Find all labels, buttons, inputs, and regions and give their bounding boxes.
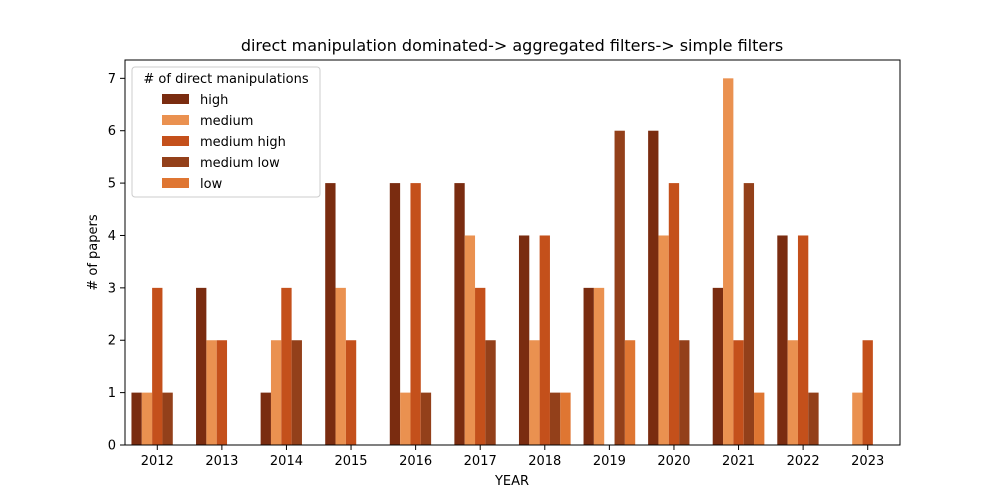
y-tick-label-1: 1 [108,386,116,401]
legend-swatch-high [162,94,189,104]
bar-high-2017 [454,183,465,445]
y-tick-label-0: 0 [108,439,116,454]
bar-medium-high-2020 [668,183,680,445]
legend-label-medium: medium [200,114,253,129]
x-tick-label-2020: 2020 [657,454,690,469]
bar-high-2019 [583,287,594,445]
x-tick-label-2022: 2022 [787,454,820,469]
x-tick-label-2015: 2015 [334,454,367,469]
bar-medium-high-2013 [216,340,228,445]
y-tick-label-4: 4 [108,229,116,244]
legend-swatch-low [162,178,189,188]
bar-medium-high-2016 [410,183,421,445]
bar-medium-high-2017 [475,287,486,445]
legend-swatch-medium-low [162,157,189,167]
legend-label-high: high [200,93,228,108]
bar-medium-high-2012 [152,287,163,445]
x-tick-label-2019: 2019 [593,454,626,469]
bar-medium-high-2014 [281,287,292,445]
y-tick-label-5: 5 [108,177,116,192]
legend-label-medium-high: medium high [200,135,286,150]
y-tick-label-2: 2 [108,334,116,349]
x-tick-label-2012: 2012 [141,454,174,469]
bar-medium-2013 [206,340,217,445]
bar-medium-low-2016 [420,392,432,445]
bar-medium-low-2022 [808,392,819,445]
bar-high-2022 [777,235,788,445]
bar-high-2014 [260,392,271,445]
bar-high-2012 [131,392,142,445]
legend-label-medium-low: medium low [200,156,280,171]
bar-medium-low-2019 [614,130,625,445]
bar-high-2013 [196,287,207,445]
y-tick-label-3: 3 [108,281,116,296]
y-tick-label-6: 6 [108,124,116,139]
legend-title: # of direct manipulations [143,72,308,87]
legend-items: high medium medium high medium low low [162,93,286,192]
bar-medium-low-2012 [162,392,173,445]
legend-swatch-medium-high [162,136,189,146]
bar-high-2021 [712,287,724,445]
bar-medium-2019 [593,287,605,445]
bar-medium-2012 [141,392,153,445]
x-axis-label: YEAR [494,474,529,489]
bar-high-2020 [648,130,659,445]
bar-medium-low-2017 [485,340,496,445]
x-tick-label-2018: 2018 [528,454,561,469]
bar-low-2021 [754,392,765,445]
bar-low-2019 [624,340,636,445]
x-axis: 2012 2013 2014 2015 2016 2017 2018 2019 2020 2021… [141,445,884,469]
x-tick-label-2023: 2023 [851,454,884,469]
bar-medium-high-2022 [797,235,809,445]
bar-medium-2016 [400,392,411,445]
bar-high-2015 [325,183,336,445]
bar-medium-high-2021 [733,340,744,445]
bar-medium-2021 [723,78,734,445]
bar-medium-low-2018 [549,392,561,445]
legend-label-low: low [200,177,223,192]
x-tick-label-2021: 2021 [722,454,755,469]
bar-medium-2017 [464,235,476,445]
legend-swatch-medium [162,115,189,125]
bar-high-2018 [518,235,530,445]
bar-medium-2018 [529,340,540,445]
y-tick-label-7: 7 [108,72,116,87]
legend: # of direct manipulations high medium medi… [131,66,321,198]
x-tick-label-2013: 2013 [205,454,238,469]
bar-medium-2015 [335,287,346,445]
bar-medium-high-2018 [539,235,550,445]
bar-medium-low-2014 [291,340,302,445]
x-tick-label-2016: 2016 [399,454,432,469]
bar-low-2018 [560,392,571,445]
bar-medium-2020 [658,235,669,445]
plot-frame [124,59,901,446]
x-tick-label-2017: 2017 [464,454,497,469]
x-tick-label-2014: 2014 [270,454,303,469]
bars-layer [131,78,873,445]
y-axis-label: # of papers [86,214,101,291]
bar-medium-low-2020 [679,340,690,445]
bar-medium-high-2015 [345,340,357,445]
bar-high-2016 [389,183,401,445]
bar-medium-2014 [270,340,282,445]
bar-medium-high-2023 [862,340,873,445]
bar-medium-2023 [852,392,863,445]
bar-medium-2022 [787,340,798,445]
bar-medium-low-2021 [743,183,755,445]
chart-title: direct manipulation dominated-> aggregat… [241,36,783,55]
y-axis: 0 1 2 3 4 5 6 7 [108,72,125,454]
